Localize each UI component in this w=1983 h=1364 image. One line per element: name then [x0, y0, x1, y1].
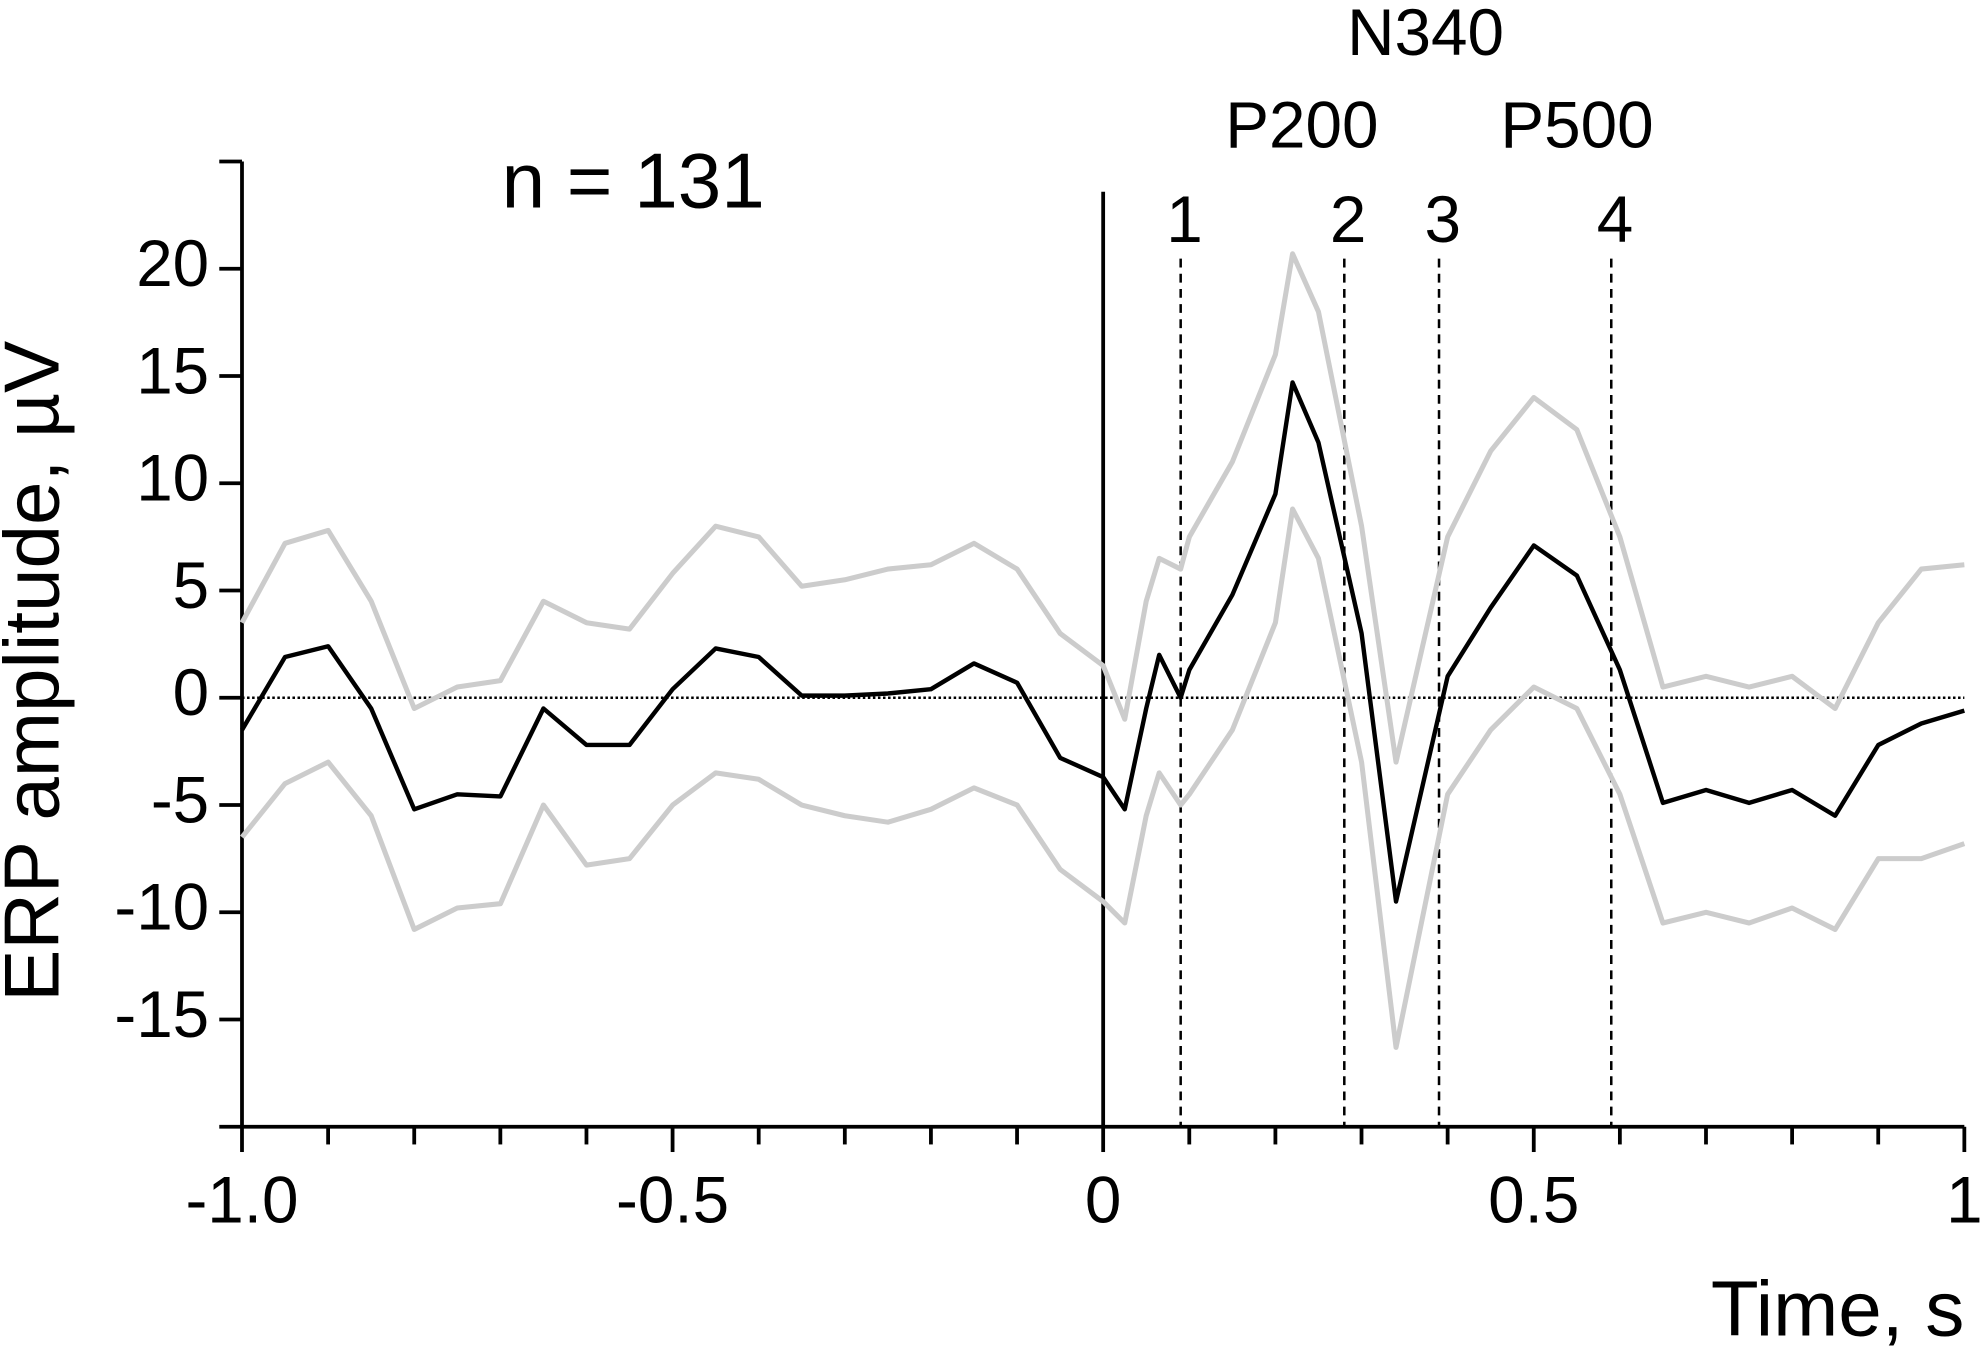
- marker-label: 1: [1166, 183, 1203, 256]
- y-tick-label: -10: [114, 871, 209, 944]
- y-tick-label: 10: [136, 442, 209, 515]
- x-tick-label: 0: [1085, 1163, 1122, 1236]
- series-line: [240, 380, 1965, 904]
- series-line: [239, 251, 1965, 765]
- y-axis-title: ERP amplitude, µV: [0, 341, 75, 1002]
- sample-size: n = 131: [502, 136, 765, 224]
- y-tick-label: -15: [114, 978, 209, 1051]
- marker-label: 4: [1597, 183, 1633, 256]
- y-tick-label: 0: [173, 656, 210, 729]
- x-tick-label: 0.5: [1488, 1163, 1579, 1236]
- component-label: P500: [1500, 88, 1653, 161]
- component-label: N340: [1347, 0, 1504, 69]
- x-tick-label: 1: [1946, 1163, 1983, 1236]
- series-line: [240, 506, 1966, 1050]
- y-tick-label: 5: [173, 549, 210, 622]
- component-label: P200: [1225, 88, 1378, 161]
- y-tick-label: 20: [136, 227, 209, 300]
- x-tick-label: -1.0: [185, 1163, 298, 1236]
- x-axis-title: Time, s: [1711, 1264, 1965, 1352]
- y-tick-label: 15: [136, 334, 209, 407]
- y-tick-label: -5: [151, 763, 209, 836]
- marker-label: 2: [1330, 183, 1367, 256]
- marker-label: 3: [1425, 183, 1461, 256]
- x-tick-label: -0.5: [616, 1163, 729, 1236]
